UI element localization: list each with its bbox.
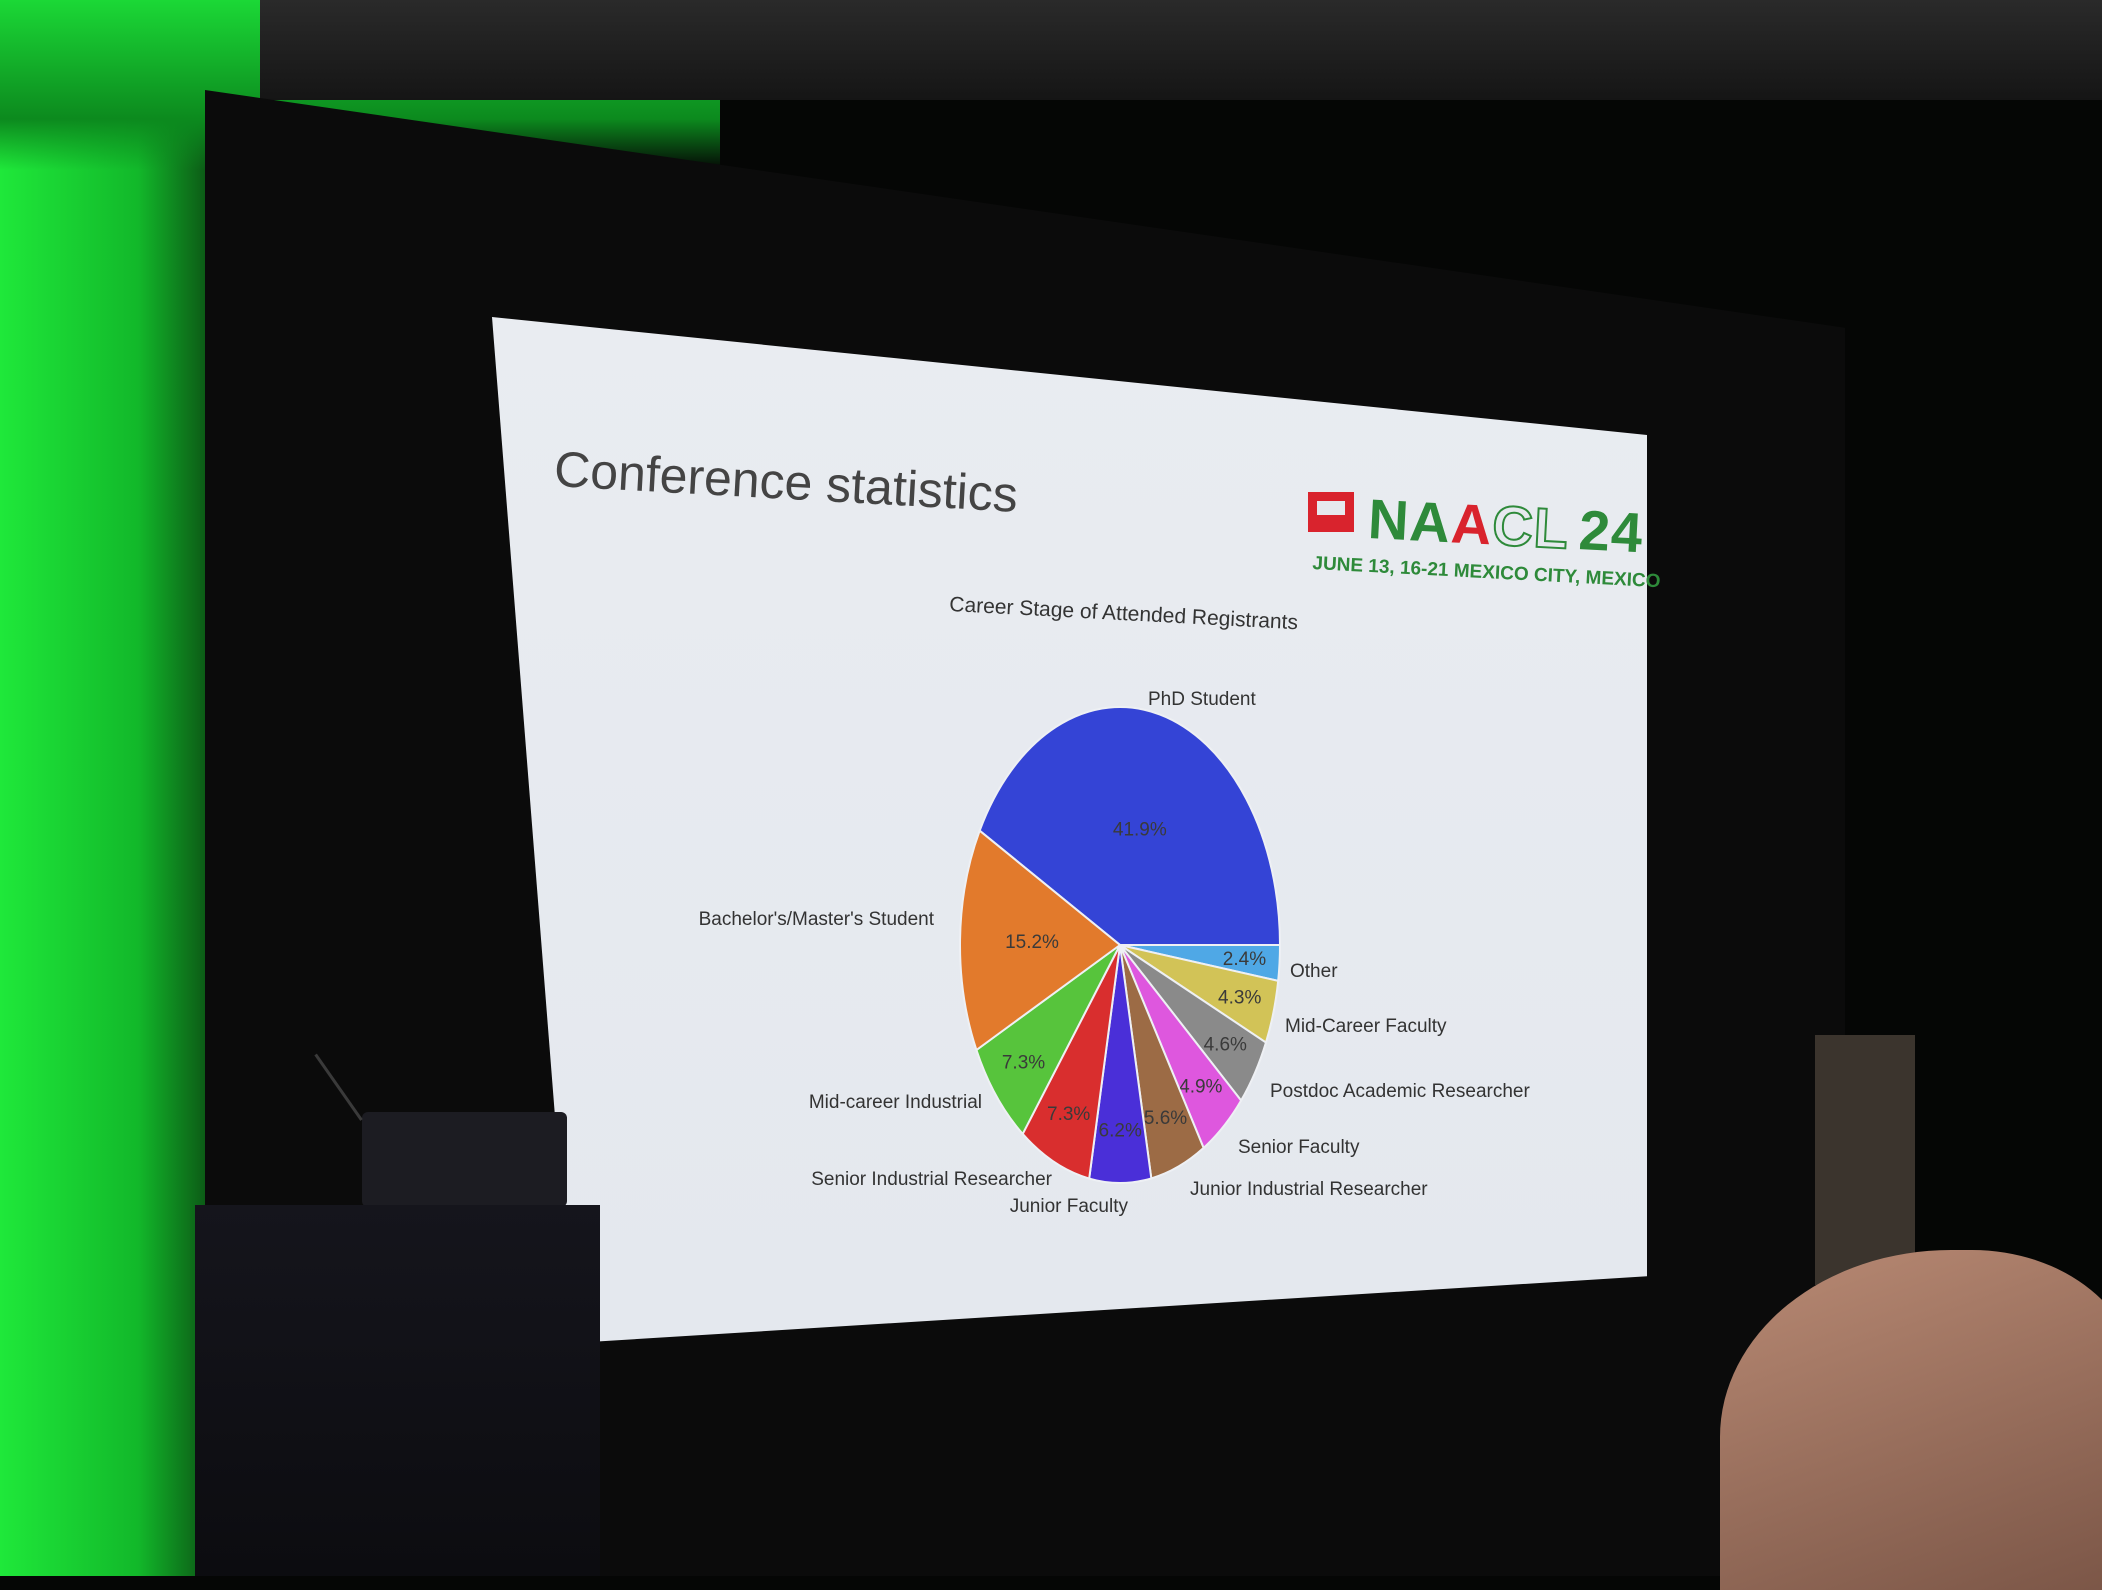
audience-hat <box>1720 1250 2102 1590</box>
pie-category-label: Other <box>1290 961 1338 982</box>
naacl-logo-icon <box>1308 492 1354 532</box>
ceiling <box>260 0 2102 100</box>
green-lit-wall <box>0 0 230 1576</box>
pie-slice <box>959 829 1122 1052</box>
pie-slice <box>975 944 1121 1136</box>
pie-percent-label: 4.3% <box>1218 988 1261 1009</box>
pie-percent-label: 4.6% <box>1204 1035 1247 1056</box>
pie-percent-label: 15.2% <box>1005 932 1059 953</box>
side-panel <box>1815 1035 1915 1285</box>
pie-percent-label: 7.3% <box>1002 1053 1045 1074</box>
pie-percent-label: 4.9% <box>1179 1076 1222 1097</box>
pie-percent-label: 5.6% <box>1144 1108 1187 1129</box>
pie-category-label: Postdoc Academic Researcher <box>1270 1081 1530 1102</box>
pie-category-label: Junior Industrial Researcher <box>1190 1179 1428 1200</box>
pie-category-label: PhD Student <box>1148 689 1256 710</box>
pie-category-label: Mid-career Industrial <box>809 1092 982 1113</box>
pie-slice <box>978 706 1282 946</box>
podium-top <box>362 1112 567 1207</box>
pie-percent-label: 6.2% <box>1099 1121 1142 1142</box>
podium <box>195 1205 600 1576</box>
pie-category-label: Bachelor's/Master's Student <box>699 909 935 930</box>
pie-percent-label: 41.9% <box>1113 820 1167 841</box>
pie-category-label: Senior Faculty <box>1238 1137 1360 1158</box>
pie-percent-label: 7.3% <box>1047 1104 1090 1125</box>
pie-slice <box>1021 944 1121 1180</box>
pie-percent-label: 2.4% <box>1223 949 1266 970</box>
pie-category-label: Junior Faculty <box>1010 1196 1129 1217</box>
pie-category-label: Senior Industrial Researcher <box>811 1169 1052 1190</box>
pie-category-label: Mid-Career Faculty <box>1285 1016 1447 1037</box>
